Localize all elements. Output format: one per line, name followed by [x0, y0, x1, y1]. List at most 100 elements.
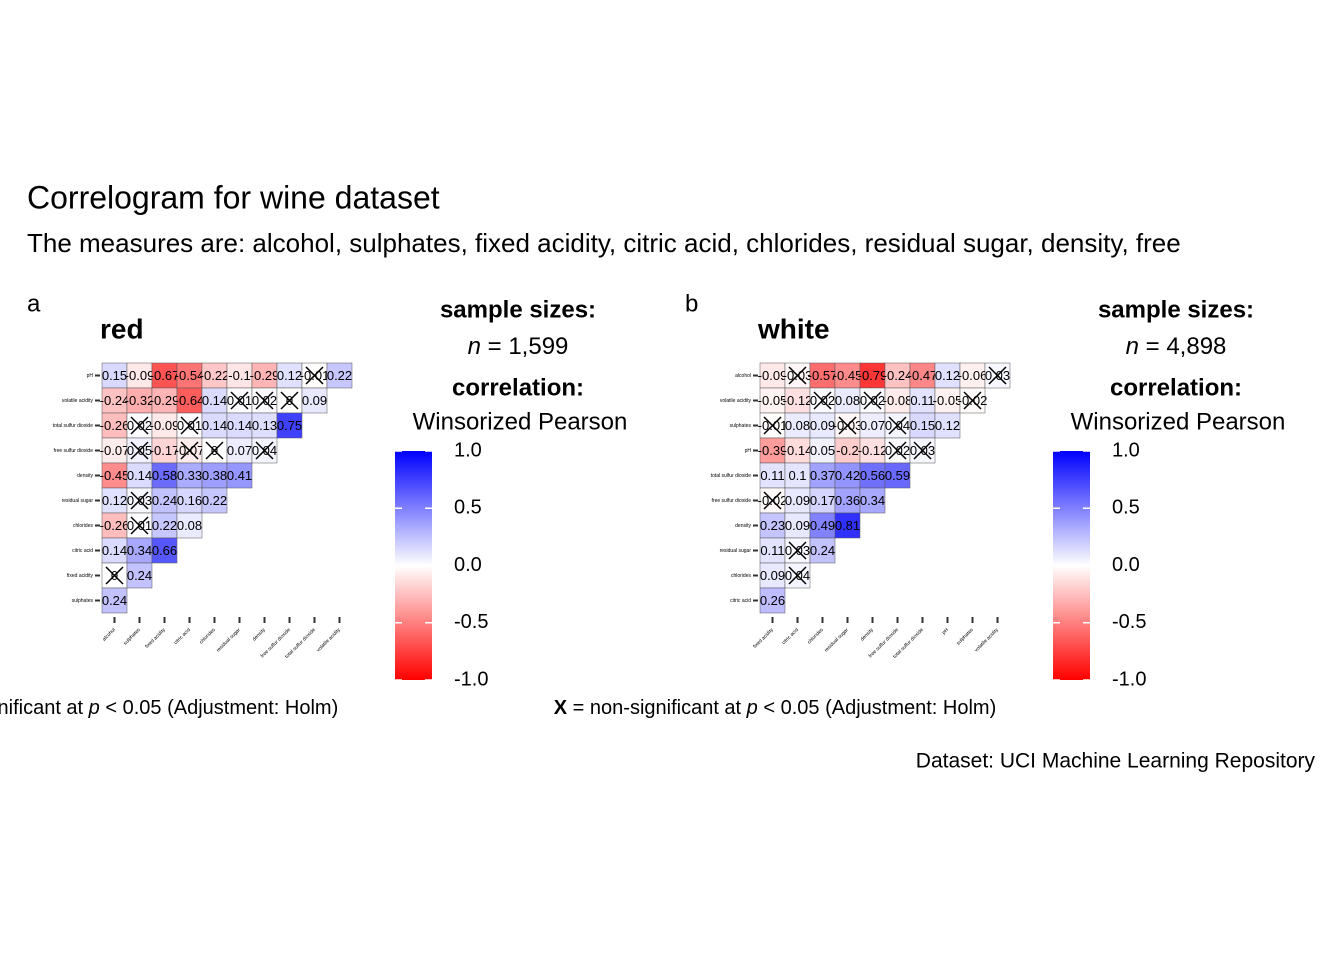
- cell: [276, 412, 303, 439]
- n-text: = 1,599: [488, 333, 569, 360]
- cell: [176, 387, 203, 414]
- cell-label: 0.38: [202, 468, 227, 483]
- cell: [784, 387, 811, 414]
- cell-label: 0.09: [302, 393, 327, 408]
- cell: [884, 462, 911, 489]
- cell-label: 0.14: [202, 418, 227, 433]
- caption-p: p: [88, 697, 100, 719]
- cell: [809, 537, 836, 564]
- cross: [813, 391, 832, 410]
- cell: [101, 587, 128, 614]
- cell-label: -0.07: [100, 443, 130, 458]
- cell-label: -0.64: [175, 393, 205, 408]
- cell: [126, 537, 153, 564]
- colorbar-tick-label: 1.0: [454, 439, 482, 461]
- y-tick-label: total sulfur dioxide: [711, 473, 752, 479]
- cell-label: -0.32: [125, 393, 155, 408]
- cell-label: 0.1: [788, 468, 806, 483]
- cell-label: 0.66: [152, 543, 177, 558]
- cell-label: -0.26: [100, 518, 130, 533]
- panel-tag: b: [685, 290, 698, 317]
- cross: [963, 391, 982, 410]
- cell-label: -0.06: [958, 368, 988, 383]
- cell-label: 0.22: [152, 518, 177, 533]
- cell-label: 0.41: [227, 468, 252, 483]
- y-tick-label: alcohol: [735, 373, 751, 379]
- cell-label: 0.12: [102, 493, 127, 508]
- y-tick-label: volatile acidity: [62, 398, 94, 404]
- cell: [909, 362, 936, 389]
- cell-label: 0.36: [835, 493, 860, 508]
- colorbar-tick-label: -1.0: [454, 668, 488, 690]
- cell: [151, 537, 178, 564]
- y-tick-label: citric acid: [72, 548, 93, 554]
- cell-label: 0.81: [835, 518, 860, 533]
- cell: [101, 487, 128, 514]
- cross: [788, 541, 807, 560]
- cell: [934, 412, 961, 439]
- cell: [784, 512, 811, 539]
- cell: [759, 587, 786, 614]
- cell: [784, 437, 811, 464]
- cell: [834, 487, 861, 514]
- cell-label: -0.29: [150, 393, 180, 408]
- cross: [130, 416, 149, 435]
- caption: X = non-significant at p < 0.05 (Adjustm…: [0, 697, 338, 719]
- cell-label: 0.09: [810, 418, 835, 433]
- sample-label: sample sizes:: [440, 296, 596, 323]
- cross: [130, 491, 149, 510]
- colorbar-tick-label: 0.0: [1112, 554, 1140, 576]
- cell-label: -0.05: [933, 393, 963, 408]
- cell: [151, 437, 178, 464]
- cross: [788, 566, 807, 585]
- colorbar-tick-label: -0.5: [1112, 611, 1146, 633]
- cell-label: -0.24: [100, 393, 130, 408]
- panel-tag: a: [27, 290, 41, 317]
- sample-size: n = 1,599: [468, 333, 569, 360]
- cross: [788, 366, 807, 385]
- cell-label: -0.14: [783, 443, 813, 458]
- cell: [151, 512, 178, 539]
- cell-label: 0.08: [835, 393, 860, 408]
- cell: [934, 387, 961, 414]
- cell-label: 0.08: [177, 518, 202, 533]
- y-tick-label: pH: [745, 448, 752, 454]
- cell-label: 0.34: [127, 543, 152, 558]
- cross: [280, 391, 299, 410]
- cell-label: 0.34: [860, 493, 885, 508]
- cell-label: 0.22: [327, 368, 352, 383]
- cell-label: 0.14: [202, 393, 227, 408]
- caption: X = non-significant at p < 0.05 (Adjustm…: [554, 697, 996, 719]
- cell-label: 0.58: [152, 468, 177, 483]
- cell-label: 0.24: [810, 543, 835, 558]
- cell: [201, 462, 228, 489]
- y-tick-label: fixed acidity: [67, 573, 94, 579]
- y-tick-label: free sulfur dioxide: [712, 498, 752, 504]
- caption-text: = non-significant at: [0, 697, 84, 719]
- cell-label: -0.54: [175, 368, 205, 383]
- cell: [251, 362, 278, 389]
- cell: [176, 462, 203, 489]
- cell-label: 0.11: [760, 468, 784, 483]
- cross: [988, 366, 1007, 385]
- cell-label: 0.42: [835, 468, 860, 483]
- x-tick-label: pH: [941, 627, 950, 636]
- cell-label: -0.17: [150, 443, 180, 458]
- cell-label: -0.39: [758, 443, 788, 458]
- y-tick-label: free sulfur dioxide: [54, 448, 94, 454]
- cross: [305, 366, 324, 385]
- cell-label: 0.09: [760, 568, 785, 583]
- cross: [130, 516, 149, 535]
- colorbar-title: correlation:: [1110, 374, 1242, 401]
- cell-label: 0.49: [810, 518, 835, 533]
- cell-label: -0.08: [883, 393, 913, 408]
- cross: [130, 441, 149, 460]
- cell-label: 0.59: [885, 468, 910, 483]
- cell-label: 0.16: [177, 493, 202, 508]
- sample-label: sample sizes:: [1098, 296, 1254, 323]
- cross: [230, 391, 249, 410]
- colorbar-subtitle: Winsorized Pearson: [1071, 408, 1286, 435]
- colorbar-tick-label: 0.0: [454, 554, 482, 576]
- cell: [101, 512, 128, 539]
